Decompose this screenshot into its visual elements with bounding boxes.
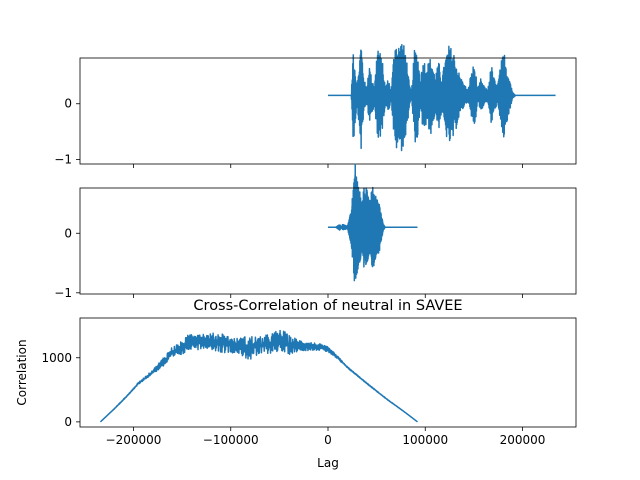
subplot-2-yticks: 0 −1: [54, 226, 80, 300]
subplot-3-ylabel: Correlation: [15, 339, 29, 405]
subplot-3-title: Cross-Correlation of neutral in SAVEE: [193, 298, 462, 314]
x-tick-label: 100000: [402, 433, 448, 447]
y-tick-label: −1: [54, 153, 72, 167]
x-tick-label: 0: [324, 433, 332, 447]
subplot-2-xticks: [133, 294, 523, 298]
y-tick-label: −1: [54, 286, 72, 300]
subplot-1-xticks: [133, 164, 523, 168]
subplot-1: 0 −1: [54, 44, 577, 168]
subplot-3-yticks: 1000 0: [41, 351, 80, 429]
y-tick-label: 1000: [41, 351, 72, 365]
x-tick-label: −100000: [203, 433, 259, 447]
subplot-3-xticks: −200000 −100000 0 100000 200000: [106, 427, 546, 447]
y-tick-label: 0: [64, 415, 72, 429]
subplot-2: 0 −1: [54, 163, 577, 300]
series-line: [99, 329, 418, 423]
subplot-1-plot: [327, 44, 557, 152]
series-line: [327, 44, 557, 152]
subplot-3: Cross-Correlation of neutral in SAVEE −2…: [15, 298, 577, 470]
y-tick-label: 0: [64, 97, 72, 111]
subplot-3-xlabel: Lag: [317, 456, 339, 470]
x-tick-label: −200000: [106, 433, 162, 447]
x-tick-label: 200000: [500, 433, 546, 447]
subplot-3-plot: [99, 329, 418, 423]
subplot-1-yticks: 0 −1: [54, 97, 80, 167]
y-tick-label: 0: [64, 226, 72, 240]
